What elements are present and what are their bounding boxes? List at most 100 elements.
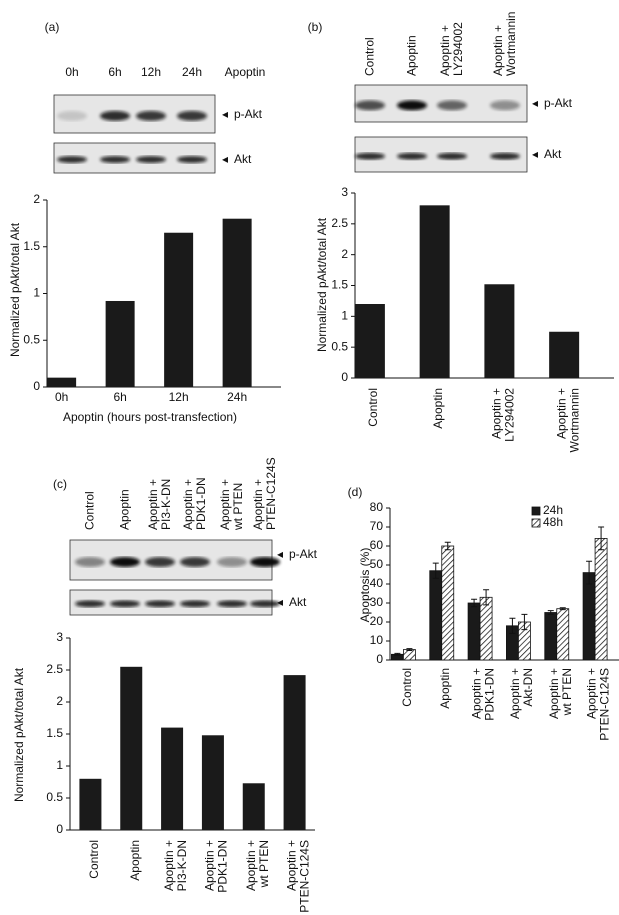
x-tick-label: Apoptin <box>431 388 446 429</box>
blot-band <box>100 110 130 121</box>
blot-band <box>177 156 207 163</box>
blot-band <box>397 152 427 160</box>
y-tick-label: 1 <box>56 758 63 772</box>
y-tick-label: 70 <box>370 519 384 533</box>
y-tick-label: 0.5 <box>23 332 40 346</box>
bar <box>556 608 570 661</box>
error-bar <box>547 610 554 615</box>
blot-arrow: ◂ <box>222 107 228 121</box>
y-tick-label: 0 <box>376 652 383 666</box>
error-bar <box>471 598 478 608</box>
bar <box>429 570 443 661</box>
blot-band <box>145 600 175 608</box>
error-bar <box>509 617 516 634</box>
y-tick-label: 1.5 <box>331 278 348 292</box>
y-tick-label: 2 <box>341 247 348 261</box>
x-tick-label: Apoptin + PI3-K-DN <box>161 840 190 892</box>
y-tick-label: 1 <box>33 286 40 300</box>
bar <box>164 232 194 387</box>
x-tick-label: Apoptin + Akt-DN <box>508 668 536 720</box>
x-tick-label: Apoptin + Wortmannin <box>553 388 582 453</box>
blot-label: p-Akt <box>544 96 573 110</box>
y-tick-label: 20 <box>370 614 384 628</box>
x-tick-label: 6h <box>113 390 126 404</box>
y-tick-label: 60 <box>370 538 384 552</box>
blot-band <box>100 156 130 163</box>
x-tick-label: 0h <box>55 390 68 404</box>
y-tick-label: 3 <box>56 630 63 644</box>
blot-band <box>437 100 467 111</box>
y-tick-label: 10 <box>370 633 384 647</box>
x-tick-label: Apoptin + PDK1-DN <box>202 840 230 893</box>
panel-label: (d) <box>348 485 363 499</box>
lane-label: Control <box>82 491 97 530</box>
y-tick-label: 2 <box>56 694 63 708</box>
blot-band <box>110 600 140 608</box>
lane-label: Apoptin + LY294002 <box>437 22 465 76</box>
blot-arrow: ◂ <box>532 147 538 161</box>
blot-band <box>355 100 385 111</box>
y-axis-label: Normalized pAkt/total Akt <box>12 667 26 802</box>
x-tick-label: 12h <box>169 390 189 404</box>
blot-band <box>437 152 467 160</box>
bar <box>419 205 450 378</box>
y-tick-label: 2.5 <box>46 662 63 676</box>
blot-band <box>145 557 175 567</box>
legend-swatch <box>531 506 541 516</box>
x-tick-label: 24h <box>227 390 247 404</box>
blot-band <box>355 152 385 160</box>
blot-band <box>75 557 105 567</box>
blot-arrow: ◂ <box>532 96 538 110</box>
bar <box>105 300 135 387</box>
x-tick-label: Control <box>86 840 101 879</box>
lane-label: Apoptin + Wortmannin <box>490 11 518 76</box>
y-tick-label: 0.5 <box>331 339 348 353</box>
blot-label: Akt <box>544 147 562 161</box>
blot-band <box>177 110 207 121</box>
bar <box>161 727 184 830</box>
x-tick-label: Apoptin + wt PTEN <box>243 840 271 892</box>
error-bar <box>444 541 451 551</box>
y-axis-label: Normalized pAkt/total Akt <box>315 217 329 352</box>
bar <box>403 649 416 661</box>
bar <box>544 612 558 661</box>
y-tick-label: 2 <box>33 192 40 206</box>
y-tick-label: 0.5 <box>46 790 63 804</box>
y-tick-label: 0 <box>33 379 40 393</box>
lane-label: 6h <box>108 65 121 79</box>
blot-label: p-Akt <box>234 107 263 121</box>
blot-label: Akt <box>289 595 307 609</box>
blot-band <box>75 600 105 608</box>
blot-arrow: ◂ <box>277 595 283 609</box>
y-axis-label: Normalized pAkt/total Akt <box>8 222 22 357</box>
legend-label: 24h <box>543 503 563 517</box>
error-bar <box>521 613 528 631</box>
blot-label: p-Akt <box>289 547 318 561</box>
x-tick-label: Control <box>366 388 381 427</box>
y-axis-label: Apoptosis (%) <box>358 548 372 623</box>
bar <box>222 218 252 387</box>
x-tick-label: Apoptin + LY294002 <box>489 388 517 442</box>
y-tick-label: 1 <box>341 309 348 323</box>
error-bar <box>586 560 593 585</box>
panel-label: (c) <box>53 477 67 491</box>
error-bar <box>406 648 413 651</box>
blot-band <box>397 100 427 111</box>
x-tick-label: Control <box>399 668 414 707</box>
y-tick-label: 1.5 <box>46 726 63 740</box>
lane-label: 12h <box>141 65 161 79</box>
blot-band <box>490 100 520 111</box>
y-tick-label: 3 <box>341 185 348 199</box>
bar <box>441 545 455 661</box>
x-axis-label: Apoptin (hours post-transfection) <box>63 410 237 424</box>
blot-band <box>217 557 247 567</box>
y-tick-label: 80 <box>370 500 384 514</box>
blot-arrow: ◂ <box>222 152 228 166</box>
bar <box>479 596 493 661</box>
x-tick-label: Apoptin + PDK1-DN <box>469 668 498 721</box>
blot-band <box>57 156 87 163</box>
bar <box>283 675 306 830</box>
blot-band <box>250 557 280 567</box>
error-bar <box>598 526 605 551</box>
